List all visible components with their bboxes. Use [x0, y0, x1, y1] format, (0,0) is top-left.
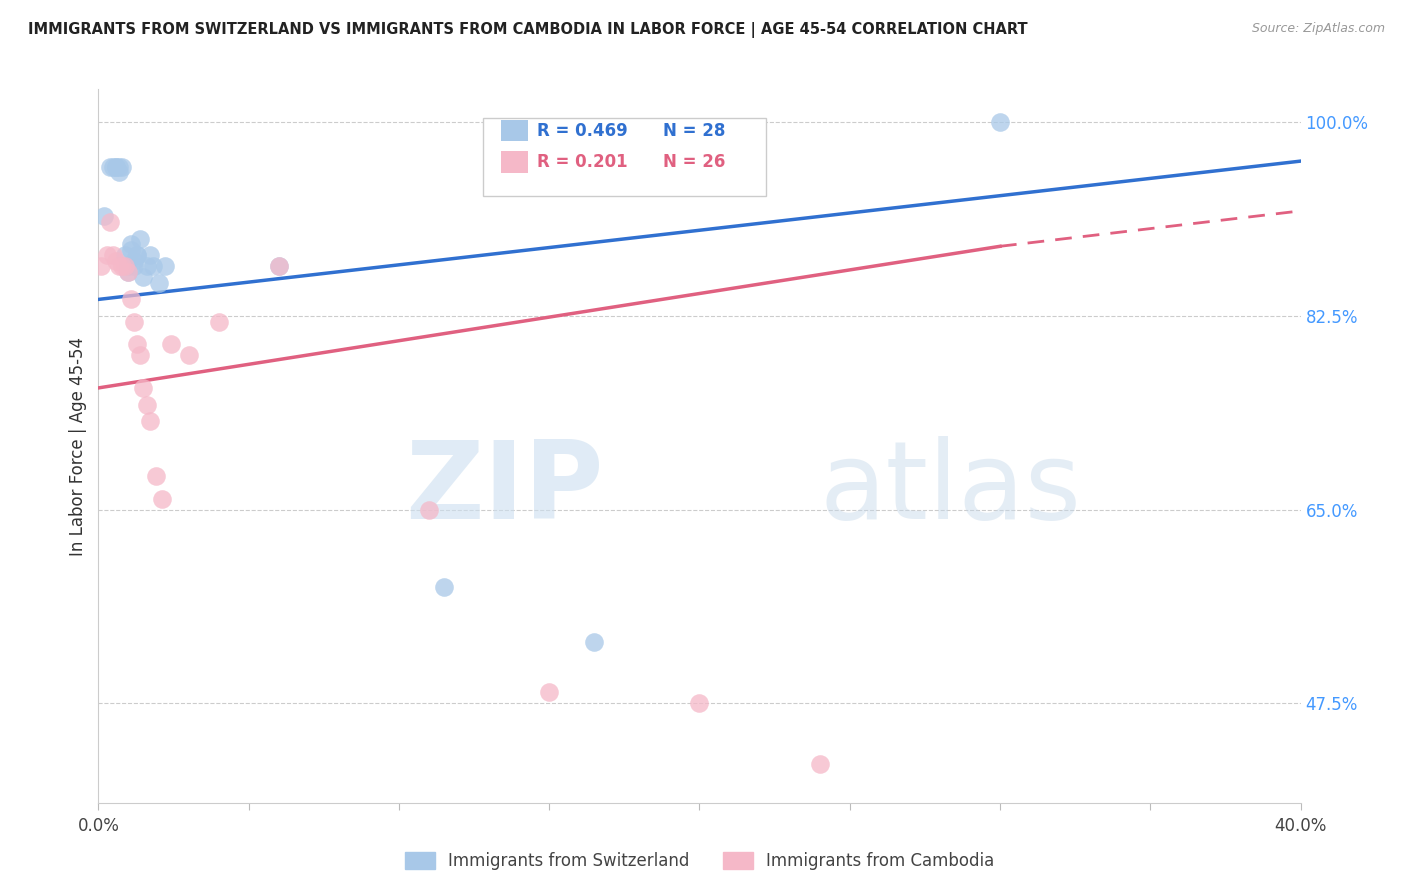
- Text: R = 0.201: R = 0.201: [537, 153, 628, 171]
- Point: [538, 685, 561, 699]
- Point: [135, 259, 157, 273]
- Text: ZIP: ZIP: [405, 436, 603, 541]
- Point: [124, 259, 146, 273]
- Text: atlas: atlas: [820, 436, 1081, 541]
- Point: [148, 276, 170, 290]
- FancyBboxPatch shape: [501, 120, 527, 141]
- Point: [127, 248, 149, 262]
- Point: [988, 115, 1011, 129]
- Point: [124, 314, 146, 328]
- Point: [129, 348, 152, 362]
- Point: [138, 414, 160, 428]
- Point: [121, 293, 143, 307]
- Point: [267, 259, 290, 273]
- Point: [117, 259, 139, 273]
- Point: [108, 259, 131, 273]
- FancyBboxPatch shape: [484, 118, 766, 196]
- Point: [808, 757, 831, 772]
- Text: IMMIGRANTS FROM SWITZERLAND VS IMMIGRANTS FROM CAMBODIA IN LABOR FORCE | AGE 45-: IMMIGRANTS FROM SWITZERLAND VS IMMIGRANT…: [28, 22, 1028, 38]
- Point: [108, 160, 131, 174]
- Point: [117, 265, 139, 279]
- Point: [114, 248, 136, 262]
- Point: [127, 336, 149, 351]
- Point: [132, 381, 155, 395]
- Point: [127, 248, 149, 262]
- Point: [141, 259, 163, 273]
- Point: [103, 160, 125, 174]
- Point: [100, 160, 122, 174]
- Point: [689, 696, 711, 710]
- Point: [100, 215, 122, 229]
- Legend: Immigrants from Switzerland, Immigrants from Cambodia: Immigrants from Switzerland, Immigrants …: [398, 845, 1001, 877]
- Point: [153, 259, 176, 273]
- Point: [418, 502, 440, 516]
- Point: [111, 160, 134, 174]
- Point: [124, 253, 146, 268]
- Point: [129, 231, 152, 245]
- Point: [177, 348, 200, 362]
- Point: [121, 243, 143, 257]
- Y-axis label: In Labor Force | Age 45-54: In Labor Force | Age 45-54: [69, 336, 87, 556]
- Point: [96, 248, 118, 262]
- Point: [105, 160, 128, 174]
- Point: [90, 259, 112, 273]
- Text: N = 26: N = 26: [664, 153, 725, 171]
- Point: [135, 397, 157, 411]
- Point: [150, 491, 173, 506]
- Point: [103, 248, 125, 262]
- Text: N = 28: N = 28: [664, 121, 725, 139]
- Point: [583, 635, 606, 649]
- FancyBboxPatch shape: [501, 152, 527, 173]
- Point: [105, 253, 128, 268]
- Point: [117, 265, 139, 279]
- Point: [433, 580, 456, 594]
- Point: [93, 210, 115, 224]
- Point: [267, 259, 290, 273]
- Text: Source: ZipAtlas.com: Source: ZipAtlas.com: [1251, 22, 1385, 36]
- Point: [105, 160, 128, 174]
- Point: [108, 165, 131, 179]
- Point: [159, 336, 181, 351]
- Point: [138, 248, 160, 262]
- Text: R = 0.469: R = 0.469: [537, 121, 628, 139]
- Point: [145, 469, 167, 483]
- Point: [121, 237, 143, 252]
- Point: [132, 270, 155, 285]
- Point: [111, 259, 134, 273]
- Point: [208, 314, 231, 328]
- Point: [114, 259, 136, 273]
